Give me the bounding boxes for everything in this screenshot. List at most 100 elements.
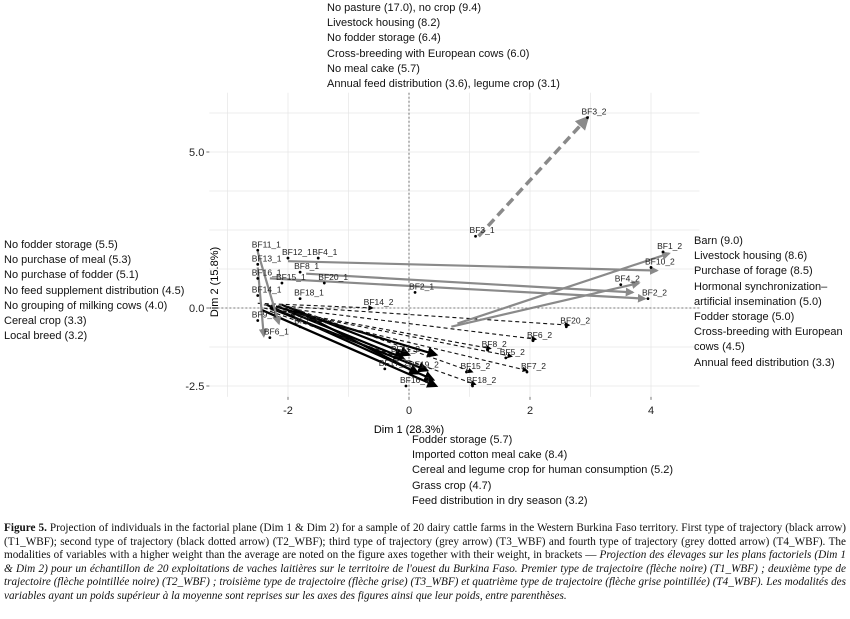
farm-point [298, 270, 302, 274]
farm-point [661, 250, 665, 254]
farm-point-label: BF5_2 [500, 347, 525, 357]
farm-point-label: BF19_2 [409, 359, 439, 369]
top-modality: No fodder storage (6.4) [327, 32, 441, 45]
top-modalities: No pasture (17.0), no crop (9.4) Livesto… [327, 1, 560, 92]
farm-point-label: BF20_1 [318, 272, 348, 282]
axis-ticks: -2 0 2 4 -2.5 0.0 5.0 [185, 147, 654, 417]
farm-point-label: BF18_1 [294, 288, 324, 298]
farm-point-label: BF2_1 [409, 281, 434, 291]
left-modalities: No fodder storage (5.5) No purchase of m… [4, 238, 184, 344]
farm-point [286, 256, 290, 260]
farm-point [504, 356, 508, 360]
bottom-modality: Cereal and legume crop for human consump… [412, 464, 674, 477]
farm-point-label: BF4_2 [615, 274, 640, 284]
farm-point-label: BF20_2 [560, 316, 590, 326]
farm-point [649, 266, 653, 269]
farm-point [268, 336, 272, 340]
farm-point-label: BF6_2 [527, 330, 552, 340]
farm-point [395, 353, 399, 357]
trajectory-arrow-t3-wbf [451, 280, 641, 328]
bottom-modalities: Fodder storage (5.7) Imported cotton mea… [412, 433, 673, 509]
farm-point-label: BF6_1 [264, 327, 289, 337]
farm-point [564, 325, 568, 329]
farm-point [256, 276, 260, 280]
farm-point [316, 256, 320, 260]
farm-point [646, 297, 650, 301]
y-tick-label: -2.5 [185, 381, 204, 393]
farm-point [298, 325, 302, 329]
top-modality: Livestock housing (8.2) [327, 17, 441, 30]
bottom-modality: Fodder storage (5.7) [412, 434, 513, 446]
right-modality: Fodder storage (5.0) [694, 311, 795, 324]
farm-point-label: BF14_1 [252, 285, 282, 295]
grid-lines [209, 92, 700, 397]
farm-point-label: BF4_1 [312, 247, 337, 257]
top-modality: Annual feed distribution (3.6), legume c… [327, 78, 560, 91]
farm-point-label: BF13_1 [252, 253, 282, 263]
right-modality: Purchase of forage (8.5) [694, 265, 813, 278]
trajectory-arrow-t2-wbf [275, 309, 492, 351]
trajectory-arrow-t2-wbf [287, 305, 474, 374]
farm-point [413, 291, 417, 294]
caption-label: Figure 5. [4, 522, 47, 534]
farm-point [256, 294, 260, 297]
farm-point-label: BF14_2 [364, 297, 394, 307]
trajectory-arrows [256, 115, 671, 388]
farm-point-label: BF16_1 [252, 267, 282, 277]
trajectory-arrow-t1-wbf [260, 308, 439, 388]
left-modality: Local breed (3.2) [4, 330, 88, 343]
caption-english: Projection of individuals in the factori… [4, 522, 846, 562]
x-tick-label: 2 [527, 405, 533, 417]
trajectory-arrow-t2-wbf [257, 302, 374, 311]
top-modality: No pasture (17.0), no crop (9.4) [327, 2, 482, 14]
trajectory-arrow-t3-wbf [287, 260, 659, 275]
farm-point [619, 283, 623, 286]
farm-point [531, 339, 535, 343]
farm-point-label: BF15_2 [460, 361, 490, 371]
trajectory-arrow-t2-wbf [263, 307, 529, 373]
farm-point [256, 262, 260, 266]
trajectory-arrow-t3-wbf [306, 272, 635, 297]
farm-point-label: BF8_2 [482, 339, 507, 349]
farm-point-label: BF17_2 [379, 358, 409, 368]
right-modality: Cross-breeding with European [694, 326, 843, 339]
farm-point-label: BF8_1 [294, 261, 319, 271]
farm-point-label: BF15_1 [276, 272, 306, 282]
farm-point [322, 281, 326, 285]
farm-point [474, 234, 477, 238]
caption-french: Projection des élevages sur les plans fa… [4, 549, 846, 602]
farm-point [413, 369, 417, 372]
farm-point [525, 370, 529, 374]
left-modality: No purchase of meal (5.3) [4, 254, 132, 267]
y-tick-label: 5.0 [189, 147, 204, 159]
x-tick-label: 0 [406, 405, 412, 417]
right-modality: cows (4.5) [694, 341, 745, 354]
farm-point-label: BF9_1 [252, 309, 277, 319]
x-axis-label: Dim 1 (28.3%) [374, 424, 444, 436]
farm-point [256, 319, 260, 322]
farm-point [486, 348, 490, 352]
trajectory-arrow-t2-wbf [269, 305, 538, 342]
x-tick-label: -2 [283, 405, 293, 417]
farm-point-label: BF2_2 [642, 288, 667, 298]
y-tick-label: 0.0 [189, 303, 204, 315]
farm-point-label: BF11_1 [252, 239, 281, 249]
farm-point-label: BF11_2 [391, 344, 420, 354]
farm-point [256, 248, 260, 252]
trajectory-arrow-t4-wbf [477, 115, 590, 238]
left-modality: No fodder storage (5.5) [4, 239, 118, 251]
trajectory-arrow-t3-wbf [256, 251, 282, 326]
bottom-modality: Feed distribution in dry season (3.2) [412, 494, 588, 507]
right-modality: Annual feed distribution (3.3) [694, 356, 835, 369]
farm-point-label: BF7_1 [294, 316, 319, 326]
left-modality: No purchase of fodder (5.1) [4, 269, 139, 282]
right-modality: Barn (9.0) [694, 235, 743, 247]
zero-lines [209, 92, 700, 397]
farm-point-label: BF12_1 [282, 247, 312, 257]
x-tick-label: 4 [648, 405, 654, 417]
farm-point-label: BF18_2 [467, 375, 497, 385]
farm-point-label: BF3_1 [470, 225, 495, 235]
top-modality: No meal cake (5.7) [327, 62, 420, 75]
